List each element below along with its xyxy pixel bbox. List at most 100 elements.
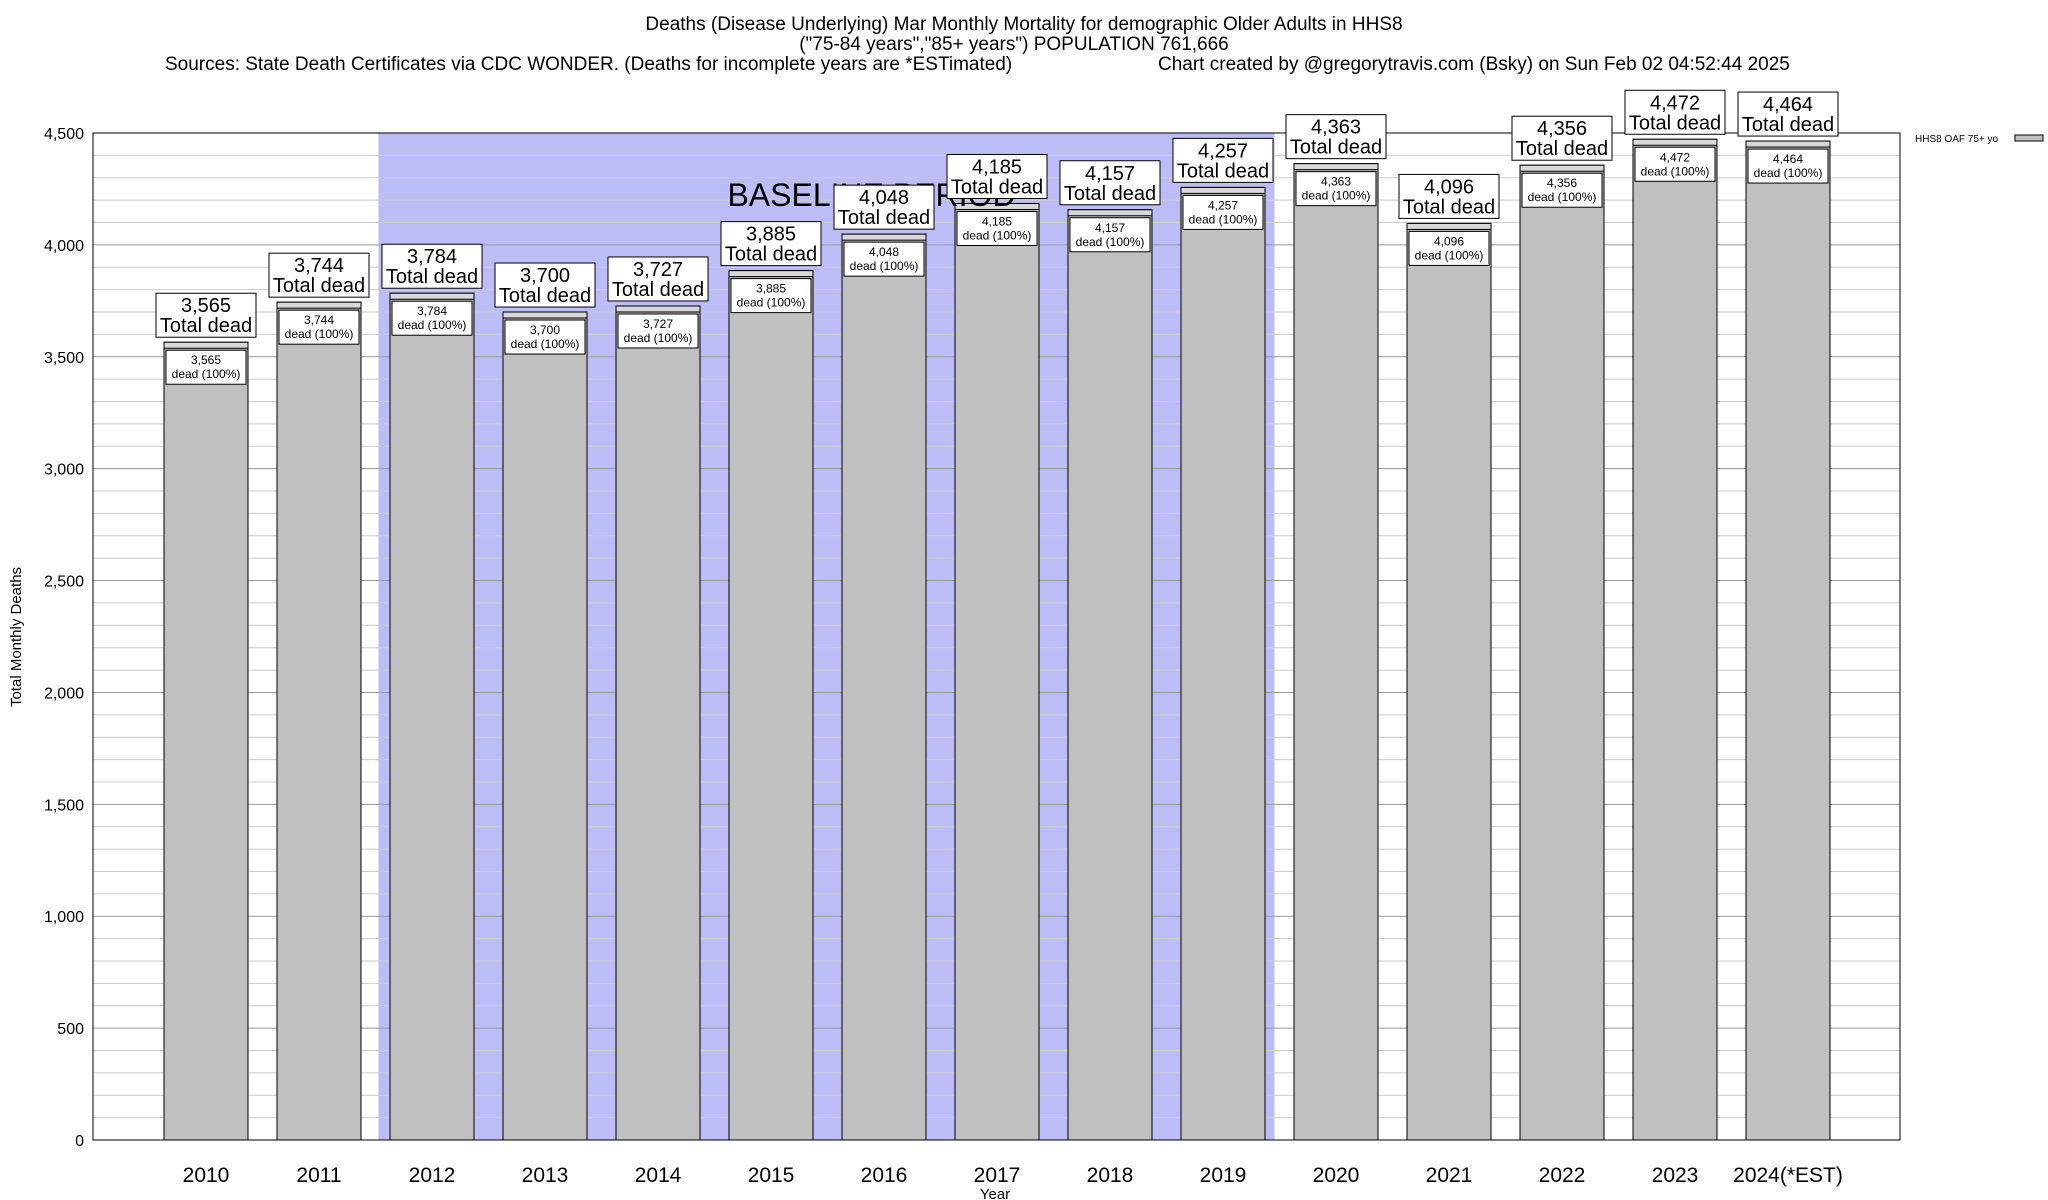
bar bbox=[1406, 222, 1492, 1141]
bar bbox=[728, 270, 814, 1141]
x-tick-label: 2010 bbox=[183, 1164, 230, 1187]
top-value-box bbox=[1737, 91, 1839, 137]
top-value-box bbox=[1172, 137, 1274, 183]
bar bbox=[841, 233, 927, 1141]
top-value-box bbox=[1059, 160, 1161, 206]
bar-top-strip bbox=[1406, 222, 1492, 230]
x-tick-label: 2018 bbox=[1087, 1164, 1134, 1187]
bar-top-strip bbox=[276, 301, 362, 309]
top-value-label: 4,363 bbox=[1311, 117, 1361, 139]
inner-percent-label: dead (100%) bbox=[398, 318, 467, 332]
inner-value-box bbox=[278, 309, 360, 345]
top-total-label: Total dead bbox=[1629, 112, 1721, 134]
top-total-label: Total dead bbox=[1064, 183, 1156, 205]
inner-percent-label: dead (100%) bbox=[963, 228, 1032, 242]
x-tick-label: 2013 bbox=[522, 1164, 569, 1187]
inner-value-box bbox=[617, 313, 699, 349]
legend-swatch bbox=[2014, 134, 2044, 142]
y-tick-label: 0 bbox=[75, 1133, 84, 1150]
top-value-box bbox=[155, 292, 257, 338]
x-tick-label: 2017 bbox=[974, 1164, 1021, 1187]
bar-top-strip bbox=[502, 311, 588, 319]
inner-value-label: 4,257 bbox=[1208, 198, 1238, 212]
inner-percent-label: dead (100%) bbox=[1189, 212, 1258, 226]
top-total-label: Total dead bbox=[1177, 160, 1269, 182]
bar bbox=[1180, 186, 1266, 1141]
y-tick-label: 1,500 bbox=[44, 797, 84, 814]
inner-value-label: 4,096 bbox=[1434, 234, 1464, 248]
inner-value-box bbox=[1408, 230, 1490, 266]
bar-top-strip bbox=[1519, 164, 1605, 172]
bar bbox=[1067, 209, 1153, 1141]
bar bbox=[954, 202, 1040, 1141]
bar bbox=[1519, 164, 1605, 1141]
inner-value-box bbox=[730, 278, 812, 314]
inner-percent-label: dead (100%) bbox=[624, 331, 693, 345]
bar-top-strip bbox=[1293, 163, 1379, 171]
top-value-label: 3,744 bbox=[294, 255, 344, 277]
inner-value-box bbox=[1521, 172, 1603, 208]
top-total-label: Total dead bbox=[273, 275, 365, 297]
x-tick-label: 2019 bbox=[1200, 1164, 1247, 1187]
inner-value-label: 4,185 bbox=[982, 214, 1012, 228]
top-value-box bbox=[381, 243, 483, 289]
top-total-label: Total dead bbox=[160, 315, 252, 337]
y-tick-label: 2,000 bbox=[44, 685, 84, 702]
x-tick-label: 2020 bbox=[1313, 1164, 1360, 1187]
top-value-label: 4,096 bbox=[1424, 176, 1474, 198]
top-value-box bbox=[494, 262, 596, 308]
top-value-box bbox=[1398, 173, 1500, 219]
top-value-box bbox=[607, 256, 709, 302]
top-value-label: 4,356 bbox=[1537, 118, 1587, 140]
top-total-label: Total dead bbox=[1742, 114, 1834, 136]
inner-value-box bbox=[956, 210, 1038, 246]
inner-value-label: 4,363 bbox=[1321, 175, 1351, 189]
top-value-box bbox=[833, 184, 935, 230]
top-value-box bbox=[268, 252, 370, 298]
y-tick-label: 4,500 bbox=[44, 126, 84, 143]
inner-percent-label: dead (100%) bbox=[1076, 235, 1145, 249]
top-value-box bbox=[720, 221, 822, 267]
inner-value-label: 4,356 bbox=[1547, 176, 1577, 190]
inner-value-box bbox=[1069, 217, 1151, 253]
bar-top-strip bbox=[1632, 138, 1718, 146]
top-value-box bbox=[1624, 89, 1726, 135]
bar bbox=[1632, 138, 1718, 1141]
top-total-label: Total dead bbox=[1403, 196, 1495, 218]
bar bbox=[276, 301, 362, 1141]
inner-value-label: 3,744 bbox=[304, 313, 334, 327]
chart-credit: Chart created by @gregorytravis.com (Bsk… bbox=[1158, 54, 1790, 75]
y-tick-label: 4,000 bbox=[44, 238, 84, 255]
top-total-label: Total dead bbox=[1516, 138, 1608, 160]
top-total-label: Total dead bbox=[725, 244, 817, 266]
inner-value-box bbox=[391, 300, 473, 336]
inner-value-label: 3,700 bbox=[530, 323, 560, 337]
inner-value-box bbox=[1747, 148, 1829, 184]
x-tick-label: 2016 bbox=[861, 1164, 908, 1187]
top-value-label: 3,885 bbox=[746, 224, 796, 246]
y-tick-label: 500 bbox=[57, 1021, 84, 1038]
inner-value-label: 3,727 bbox=[643, 317, 673, 331]
inner-value-box bbox=[504, 319, 586, 355]
inner-percent-label: dead (100%) bbox=[172, 367, 241, 381]
bar-top-strip bbox=[1745, 140, 1831, 148]
inner-value-label: 3,885 bbox=[756, 282, 786, 296]
x-axis-title: Year bbox=[980, 1186, 1010, 1200]
inner-value-label: 4,464 bbox=[1773, 152, 1803, 166]
top-value-label: 3,700 bbox=[520, 265, 570, 287]
legend-label: HHS8 OAF 75+ yo bbox=[1915, 134, 1999, 145]
bar-top-strip bbox=[163, 341, 249, 349]
inner-percent-label: dead (100%) bbox=[1528, 190, 1597, 204]
inner-percent-label: dead (100%) bbox=[511, 337, 580, 351]
top-value-label: 4,048 bbox=[859, 187, 909, 209]
inner-percent-label: dead (100%) bbox=[1415, 248, 1484, 262]
inner-value-label: 4,048 bbox=[869, 245, 899, 259]
x-tick-label: 2023 bbox=[1652, 1164, 1699, 1187]
top-value-label: 4,185 bbox=[972, 156, 1022, 178]
bar-top-strip bbox=[728, 270, 814, 278]
bar bbox=[1745, 140, 1831, 1141]
plot-frame bbox=[92, 132, 1901, 1141]
inner-percent-label: dead (100%) bbox=[1641, 164, 1710, 178]
